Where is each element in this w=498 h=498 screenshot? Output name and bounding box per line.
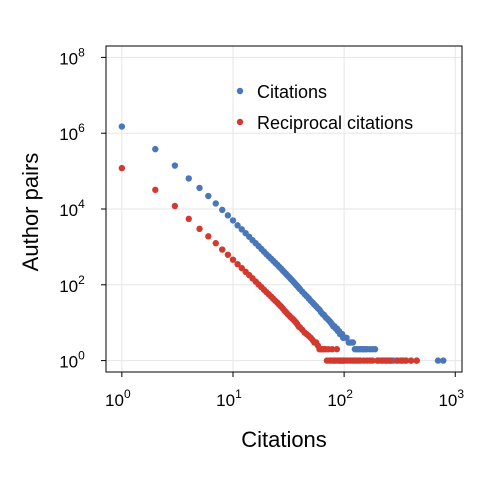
reciprocal-point xyxy=(333,345,341,353)
citations-point xyxy=(349,339,357,346)
reciprocal-point xyxy=(212,240,219,247)
citations-point xyxy=(212,200,219,207)
reciprocal-point xyxy=(402,357,410,364)
citations-point xyxy=(185,175,192,182)
legend-marker-citations xyxy=(236,87,244,95)
reciprocal-point xyxy=(196,225,203,233)
reciprocal-point xyxy=(234,260,241,268)
reciprocal-point xyxy=(171,202,179,210)
reciprocal-point xyxy=(328,345,336,353)
citations-point xyxy=(118,123,126,130)
y-tick-label: 102 xyxy=(59,273,85,296)
series-citations-points xyxy=(118,123,447,364)
citations-point xyxy=(224,212,232,219)
series-reciprocal-points xyxy=(118,164,420,364)
legend: Citations Reciprocal citations xyxy=(236,82,413,133)
reciprocal-point xyxy=(152,186,159,194)
citations-point xyxy=(229,217,237,224)
reciprocal-point xyxy=(118,164,126,172)
reciprocal-point xyxy=(407,357,415,364)
y-axis-ticks: 100 102 104 106 108 xyxy=(59,45,106,372)
y-tick-label: 106 xyxy=(59,121,85,144)
citations-point xyxy=(343,334,350,341)
reciprocal-point xyxy=(224,251,232,258)
y-axis-title: Author pairs xyxy=(18,153,43,272)
citations-point xyxy=(440,357,447,364)
reciprocal-point xyxy=(185,215,192,223)
reciprocal-point xyxy=(387,357,394,364)
y-tick-label: 108 xyxy=(59,45,85,68)
grid-lines xyxy=(106,46,462,372)
reciprocal-point xyxy=(219,246,226,253)
x-tick-label: 102 xyxy=(327,387,353,410)
reciprocal-point xyxy=(229,256,237,263)
legend-label-citations: Citations xyxy=(257,82,327,102)
citations-point xyxy=(152,145,159,153)
legend-marker-reciprocal xyxy=(236,118,244,126)
citations-point xyxy=(196,184,203,192)
citations-point xyxy=(434,357,442,364)
citations-point xyxy=(371,345,379,353)
reciprocal-point xyxy=(369,357,376,364)
reciprocal-point xyxy=(393,357,401,364)
reciprocal-point xyxy=(205,233,212,240)
citations-point xyxy=(171,162,179,169)
x-axis-ticks: 100 101 102 103 xyxy=(105,372,464,410)
x-axis-title: Citations xyxy=(241,427,327,452)
reciprocal-point xyxy=(413,357,420,364)
x-tick-label: 103 xyxy=(438,387,464,410)
citations-point xyxy=(219,206,226,214)
y-tick-label: 100 xyxy=(59,349,85,372)
reciprocal-point xyxy=(374,357,381,364)
legend-label-reciprocal: Reciprocal citations xyxy=(257,113,413,133)
y-tick-label: 104 xyxy=(59,197,85,220)
citations-point xyxy=(205,192,212,200)
x-tick-label: 100 xyxy=(105,387,131,410)
x-tick-label: 101 xyxy=(216,387,242,410)
citations-point xyxy=(234,222,241,229)
